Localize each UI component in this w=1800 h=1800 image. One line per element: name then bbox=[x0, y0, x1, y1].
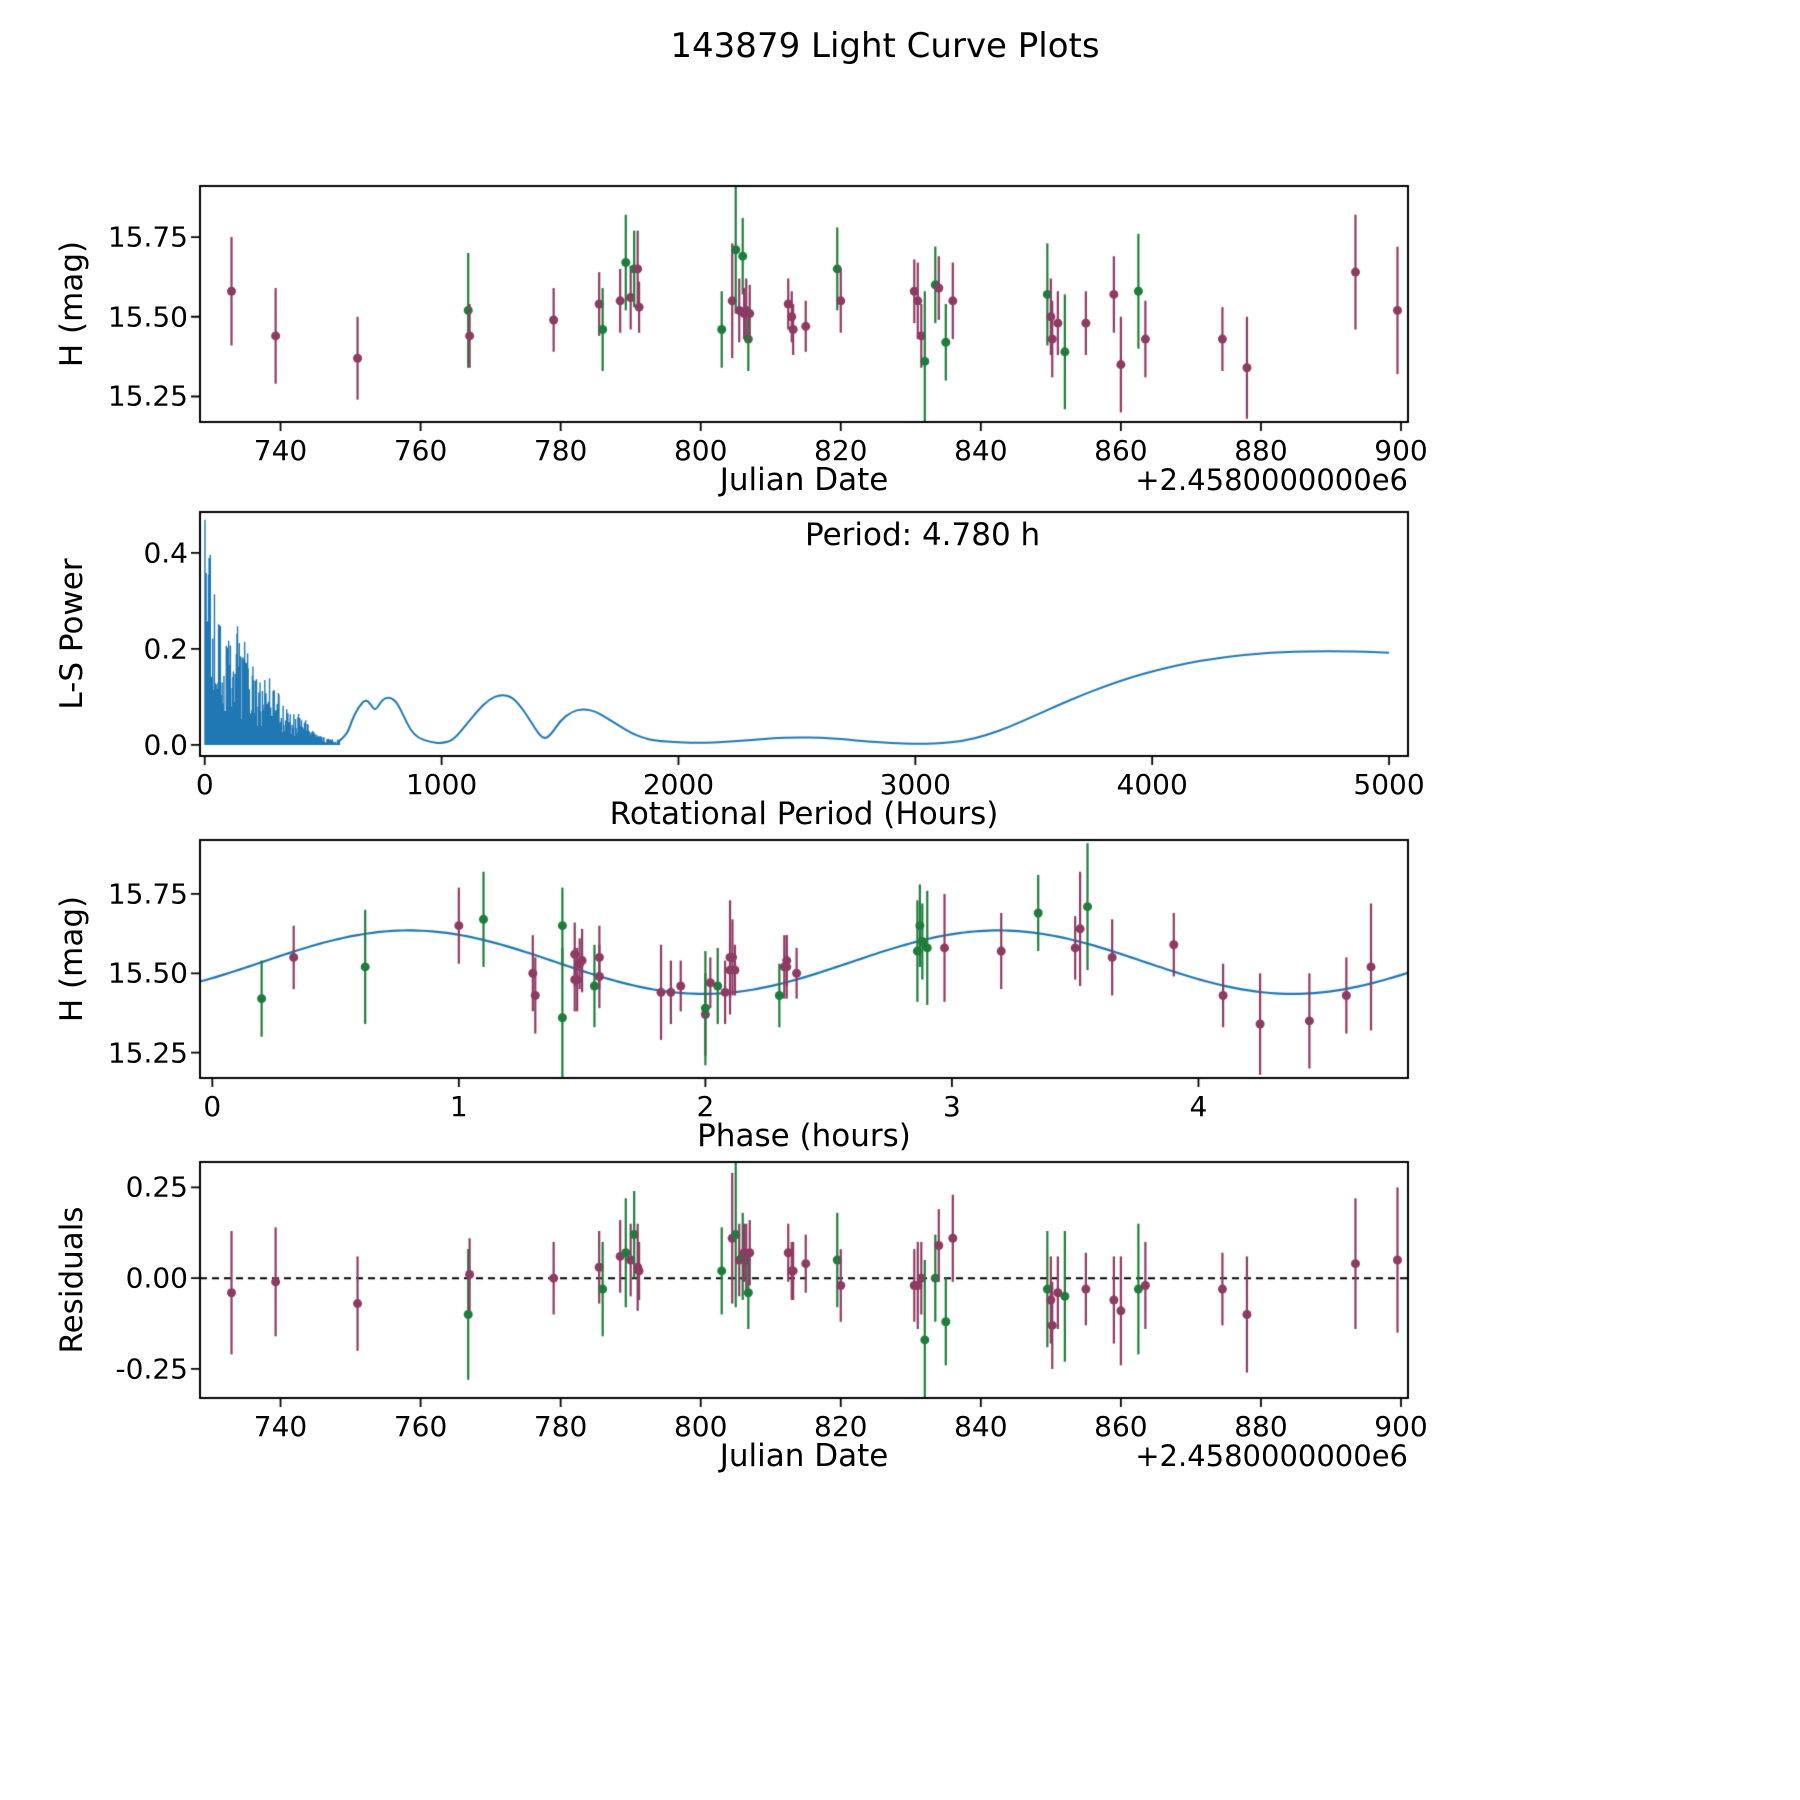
lightcurve-x-tick-label: 820 bbox=[814, 434, 868, 467]
residuals-x-tick-label: 880 bbox=[1234, 1410, 1288, 1443]
lightcurve-x-tick-label: 880 bbox=[1234, 434, 1288, 467]
residuals-x-tick-label: 800 bbox=[673, 1410, 728, 1443]
lightcurve-ylabel: H (mag) bbox=[54, 240, 90, 368]
residuals-x-tick-label: 900 bbox=[1374, 1410, 1428, 1443]
periodogram-y-tick-label: 0.4 bbox=[143, 536, 188, 570]
residuals-xlabel: Julian Date bbox=[719, 1438, 889, 1474]
lightcurve-x-tick-label: 740 bbox=[253, 434, 308, 467]
periodogram-x-tick-label: 2000 bbox=[642, 768, 715, 801]
lightcurve-axis-offset-text: +2.4580000000e6 bbox=[1135, 463, 1408, 497]
residuals-x-tick-label: 840 bbox=[954, 1410, 1008, 1443]
period-annotation: Period: 4.780 h bbox=[805, 517, 1041, 553]
periodogram-ylabel: L-S Power bbox=[54, 558, 90, 710]
residuals-x-tick-label: 860 bbox=[1094, 1410, 1148, 1443]
lightcurve-x-tick-label: 760 bbox=[393, 434, 448, 467]
phase-x-tick-label: 1 bbox=[449, 1090, 468, 1123]
phase-x-tick-label: 2 bbox=[696, 1090, 715, 1123]
residuals-x-tick-label: 740 bbox=[253, 1410, 308, 1443]
phase-x-tick-label: 3 bbox=[942, 1090, 961, 1123]
residuals-x-tick-label: 760 bbox=[393, 1410, 448, 1443]
periodogram-x-tick-label: 0 bbox=[195, 768, 214, 801]
residuals-y-tick-label: 0.00 bbox=[125, 1261, 188, 1295]
periodogram-x-tick-label: 3000 bbox=[879, 768, 951, 801]
phase-xlabel: Phase (hours) bbox=[697, 1118, 911, 1154]
residuals-ylabel: Residuals bbox=[54, 1206, 90, 1354]
phase-x-tick-label: 0 bbox=[203, 1090, 222, 1123]
periodogram-x-tick-label: 1000 bbox=[405, 768, 478, 801]
phase-y-tick-label: 15.25 bbox=[107, 1036, 188, 1070]
lightcurve-x-tick-label: 840 bbox=[954, 434, 1008, 467]
residuals-axis-offset-text: +2.4580000000e6 bbox=[1135, 1439, 1408, 1473]
figure-title: 143879 Light Curve Plots bbox=[670, 26, 1100, 66]
phase-ylabel: H (mag) bbox=[54, 895, 90, 1023]
residuals-y-tick-label: 0.25 bbox=[125, 1170, 188, 1204]
lightcurve-xlabel: Julian Date bbox=[719, 462, 889, 498]
lightcurve-x-tick-label: 860 bbox=[1094, 434, 1148, 467]
lightcurve-y-tick-label: 15.75 bbox=[107, 220, 188, 254]
periodogram-x-tick-label: 5000 bbox=[1353, 768, 1425, 801]
residuals-y-tick-label: -0.25 bbox=[115, 1352, 188, 1386]
phase-y-tick-label: 15.50 bbox=[107, 956, 188, 990]
lightcurve-y-tick-label: 15.50 bbox=[107, 300, 188, 334]
residuals-x-tick-label: 780 bbox=[533, 1410, 588, 1443]
lightcurve-y-tick-label: 15.25 bbox=[107, 379, 188, 413]
periodogram-x-tick-label: 4000 bbox=[1116, 768, 1188, 801]
periodogram-y-tick-label: 0.0 bbox=[143, 728, 188, 762]
residuals-x-tick-label: 820 bbox=[814, 1410, 868, 1443]
phase-x-tick-label: 4 bbox=[1189, 1090, 1208, 1123]
lightcurve-x-tick-label: 780 bbox=[533, 434, 588, 467]
lightcurve-x-tick-label: 800 bbox=[673, 434, 728, 467]
lightcurve-x-tick-label: 900 bbox=[1374, 434, 1428, 467]
phase-y-tick-label: 15.75 bbox=[107, 877, 188, 911]
periodogram-xlabel: Rotational Period (Hours) bbox=[609, 796, 999, 832]
periodogram-y-tick-label: 0.2 bbox=[143, 632, 188, 666]
